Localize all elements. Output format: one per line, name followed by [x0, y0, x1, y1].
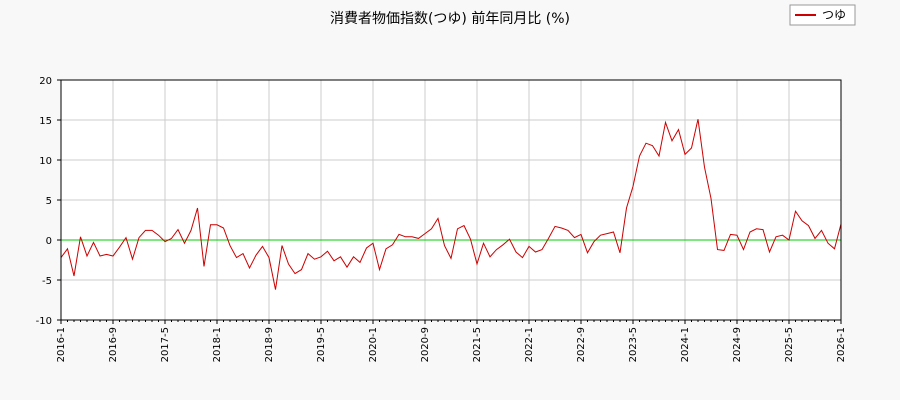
x-tick-label: 2019-5 [316, 327, 327, 362]
x-tick-label: 2022-1 [524, 327, 535, 362]
x-axis: 2016-1 2016-9 2017-5 2018-1 2018-9 2019-5 2020… [56, 320, 847, 362]
legend-label: つゆ [822, 8, 846, 22]
x-tick-label: 2016-1 [56, 327, 67, 362]
y-axis: -10 -5 0 5 10 15 20 [36, 76, 61, 327]
x-tick-label: 2020-9 [420, 327, 431, 362]
x-tick-label: 2020-1 [368, 327, 379, 362]
legend-box [789, 4, 856, 26]
x-tick-label: 2018-1 [212, 327, 223, 362]
series-layer [60, 119, 842, 290]
x-tick-label: 2016-9 [108, 327, 119, 362]
x-tick-label: 2024-9 [732, 327, 743, 362]
x-tick-label: 2018-9 [264, 327, 275, 362]
series-line [60, 119, 842, 290]
y-tick-label: 15 [39, 116, 52, 127]
y-tick-label: 0 [46, 236, 52, 247]
x-tick-label: 2026-1 [836, 327, 847, 362]
x-tick-label: 2024-1 [680, 327, 691, 362]
x-tick-label: 2021-5 [472, 327, 483, 362]
x-tick-label: 2017-5 [160, 327, 171, 362]
y-tick-label: 10 [39, 156, 52, 167]
x-tick-label: 2025-5 [784, 327, 795, 362]
legend: つゆ [789, 4, 856, 26]
chart-title: 消費者物価指数(つゆ) 前年同月比 (%) [330, 10, 570, 27]
y-tick-label: 5 [46, 196, 52, 207]
x-tick-label: 2023-5 [628, 327, 639, 362]
x-tick-label: 2022-9 [576, 327, 587, 362]
y-tick-label: 20 [39, 76, 52, 87]
y-tick-label: -5 [42, 276, 52, 287]
y-tick-label: -10 [36, 316, 52, 327]
